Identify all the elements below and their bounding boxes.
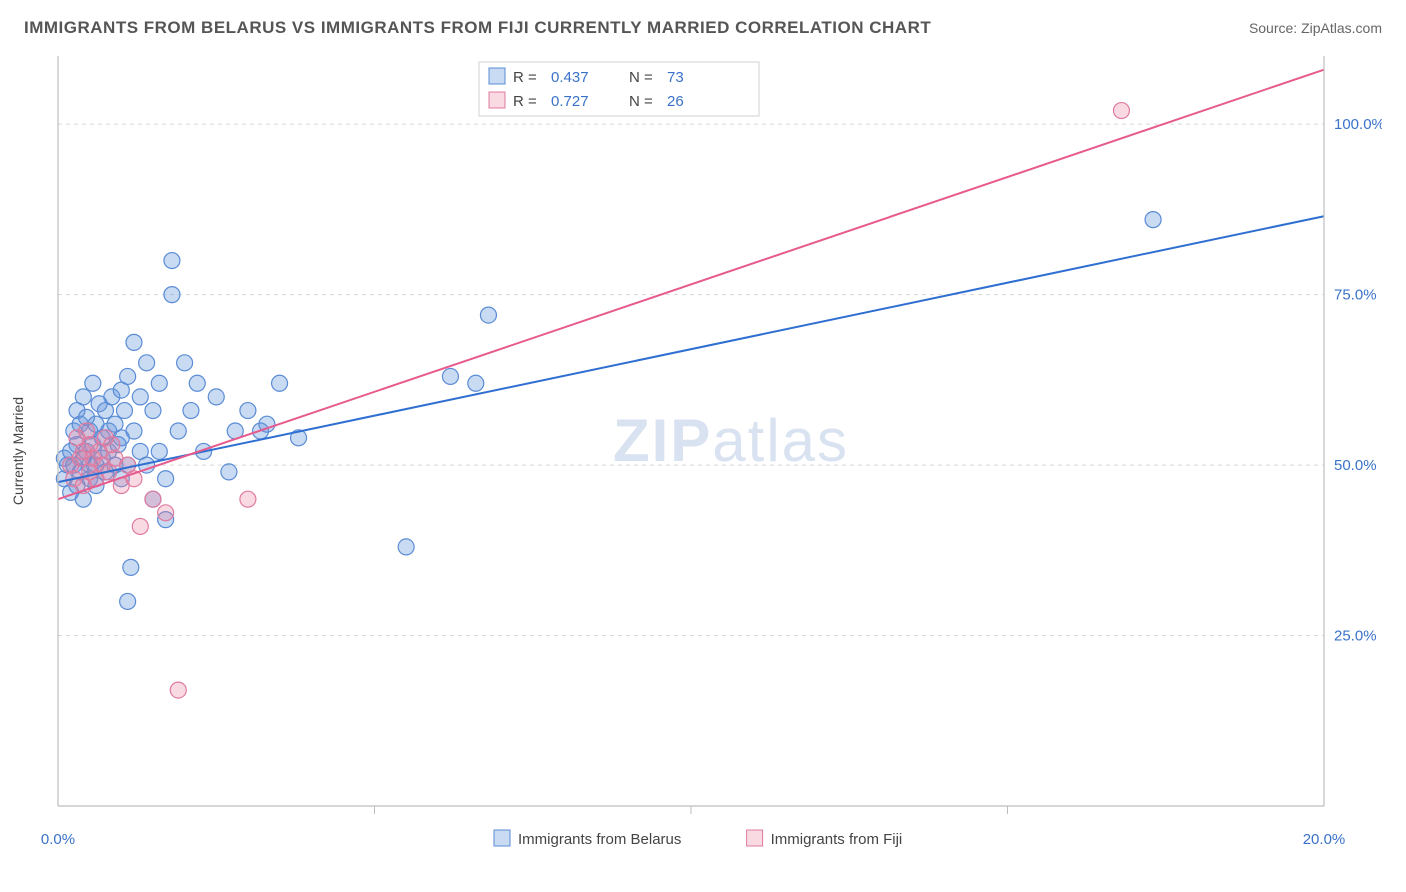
y-tick-label: 100.0% [1334,116,1382,133]
data-point-belarus [170,423,186,439]
legend-r-label: R = [513,69,537,86]
legend-n-label: N = [629,93,653,110]
data-point-fiji [1113,103,1129,119]
data-point-belarus [126,423,142,439]
data-point-fiji [132,518,148,534]
bottom-legend-label-fiji: Immigrants from Fiji [771,831,903,848]
data-point-belarus [272,375,288,391]
watermark: ZIPatlas [613,407,849,474]
data-point-belarus [120,368,136,384]
source-name: ZipAtlas.com [1301,20,1382,36]
bottom-legend-swatch-fiji [747,830,763,846]
chart-title: IMMIGRANTS FROM BELARUS VS IMMIGRANTS FR… [24,18,931,38]
bottom-legend-label-belarus: Immigrants from Belarus [518,831,681,848]
chart-header: IMMIGRANTS FROM BELARUS VS IMMIGRANTS FR… [24,18,1382,38]
data-point-belarus [177,355,193,371]
data-point-belarus [398,539,414,555]
data-point-belarus [126,334,142,350]
legend-n-value-fiji: 26 [667,93,684,110]
data-point-belarus [151,443,167,459]
legend-swatch-fiji [489,92,505,108]
x-tick-label: 20.0% [1303,831,1346,848]
data-point-belarus [208,389,224,405]
data-point-belarus [221,464,237,480]
x-tick-label: 0.0% [41,831,75,848]
data-point-belarus [480,307,496,323]
data-point-belarus [442,368,458,384]
data-point-belarus [1145,212,1161,228]
data-point-belarus [468,375,484,391]
data-point-belarus [132,389,148,405]
data-point-belarus [139,355,155,371]
data-point-belarus [183,403,199,419]
y-tick-label: 25.0% [1334,628,1377,645]
data-point-belarus [75,389,91,405]
source-prefix: Source: [1249,20,1301,36]
y-tick-label: 50.0% [1334,457,1377,474]
legend-r-value-belarus: 0.437 [551,69,589,86]
scatter-chart: ZIPatlas 25.0% 50.0% 75.0% 100.0% 0.0% 20.0% R … [24,46,1382,856]
legend-n-label: N = [629,69,653,86]
data-point-belarus [145,403,161,419]
data-point-fiji [240,491,256,507]
data-point-fiji [158,505,174,521]
data-point-belarus [158,471,174,487]
data-point-belarus [240,403,256,419]
legend-n-value-belarus: 73 [667,69,684,86]
data-point-fiji [170,682,186,698]
data-point-belarus [120,593,136,609]
data-point-belarus [151,375,167,391]
data-point-belarus [164,253,180,269]
data-point-belarus [116,403,132,419]
bottom-legend-swatch-belarus [494,830,510,846]
y-axis-label: Currently Married [10,397,26,505]
data-point-belarus [189,375,205,391]
data-point-belarus [85,375,101,391]
chart-container: Currently Married ZIPatlas25.0%50.0%75.0… [24,46,1382,856]
legend-swatch-belarus [489,68,505,84]
source-label: Source: ZipAtlas.com [1249,20,1382,36]
y-tick-label: 75.0% [1334,287,1377,304]
data-point-belarus [123,559,139,575]
legend-r-value-fiji: 0.727 [551,93,589,110]
legend-r-label: R = [513,93,537,110]
data-point-belarus [164,287,180,303]
data-point-fiji [145,491,161,507]
